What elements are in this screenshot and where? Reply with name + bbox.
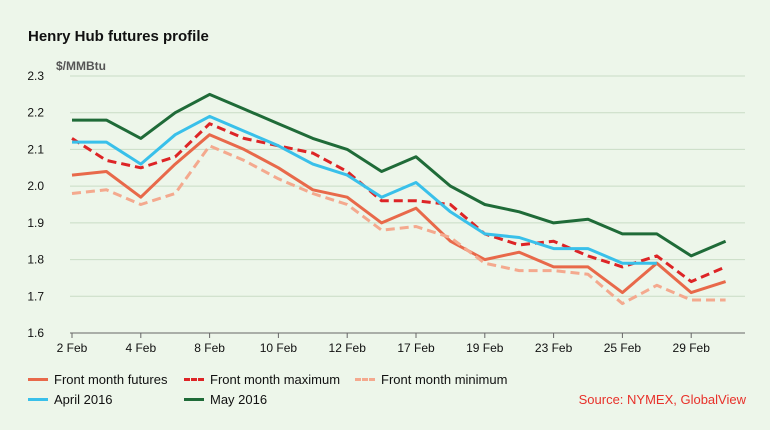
source-note: Source: NYMEX, GlobalView xyxy=(578,392,746,407)
x-tick-label: 4 Feb xyxy=(125,341,156,355)
legend-swatch xyxy=(184,398,204,401)
legend-item-front-month-minimum: Front month minimum xyxy=(355,372,507,387)
y-tick-labels: 1.6 1.7 1.8 1.9 2.0 2.1 2.2 2.3 xyxy=(27,69,44,340)
x-tick-label: 12 Feb xyxy=(329,341,367,355)
series-line-front-month-futures xyxy=(71,133,727,295)
legend-swatch xyxy=(28,398,48,401)
y-tick-label: 1.6 xyxy=(27,326,44,340)
legend-swatch xyxy=(355,378,375,381)
legend-item-front-month-futures: Front month futures xyxy=(28,372,167,387)
legend-label: Front month futures xyxy=(54,372,168,387)
x-tick-label: 25 Feb xyxy=(604,341,642,355)
series-line-may-2016 xyxy=(72,92,727,258)
y-tick-label: 1.7 xyxy=(27,289,44,303)
y-tick-label: 2.1 xyxy=(27,142,44,156)
legend: Front month futures Front month maximum … xyxy=(28,372,748,412)
x-tick-label: 23 Feb xyxy=(535,341,573,355)
legend-item-front-month-maximum: Front month maximum xyxy=(184,372,340,387)
y-tick-label: 2.2 xyxy=(27,106,44,120)
chart-title: Henry Hub futures profile xyxy=(28,28,209,45)
axes: $/MMBtu xyxy=(56,59,106,73)
x-tick-label: 10 Feb xyxy=(260,341,298,355)
legend-item-april-2016: April 2016 xyxy=(28,392,113,407)
x-tick-labels: 2 Feb 4 Feb 8 Feb 10 Feb 12 Feb 17 Feb 19 Feb 2… xyxy=(57,341,711,355)
y-tick-label: 1.9 xyxy=(27,216,44,230)
x-tick-label: 17 Feb xyxy=(397,341,435,355)
y-tick-label: 1.8 xyxy=(27,253,44,267)
y-axis-label: $/MMBtu xyxy=(56,59,106,73)
legend-swatch xyxy=(184,378,204,381)
legend-swatch xyxy=(28,378,48,381)
legend-row-2: April 2016 May 2016 xyxy=(28,392,748,412)
series-line-april-2016 xyxy=(72,114,657,265)
series-line-front-month-minimum xyxy=(71,144,726,306)
legend-label: Front month minimum xyxy=(381,372,508,387)
x-tick-label: 8 Feb xyxy=(194,341,225,355)
legend-label: May 2016 xyxy=(210,392,268,407)
y-tick-label: 2.0 xyxy=(27,179,44,193)
x-tick-label: 2 Feb xyxy=(57,341,88,355)
x-tick-label: 29 Feb xyxy=(673,341,711,355)
legend-label: April 2016 xyxy=(54,392,113,407)
legend-row-1: Front month futures Front month maximum … xyxy=(28,372,748,392)
y-tick-label: 2.3 xyxy=(27,69,44,83)
legend-item-may-2016: May 2016 xyxy=(184,392,267,407)
legend-label: Front month maximum xyxy=(210,372,341,387)
series-lines xyxy=(71,92,727,306)
series-line-front-month-maximum xyxy=(71,122,727,284)
x-tick-label: 19 Feb xyxy=(466,341,504,355)
